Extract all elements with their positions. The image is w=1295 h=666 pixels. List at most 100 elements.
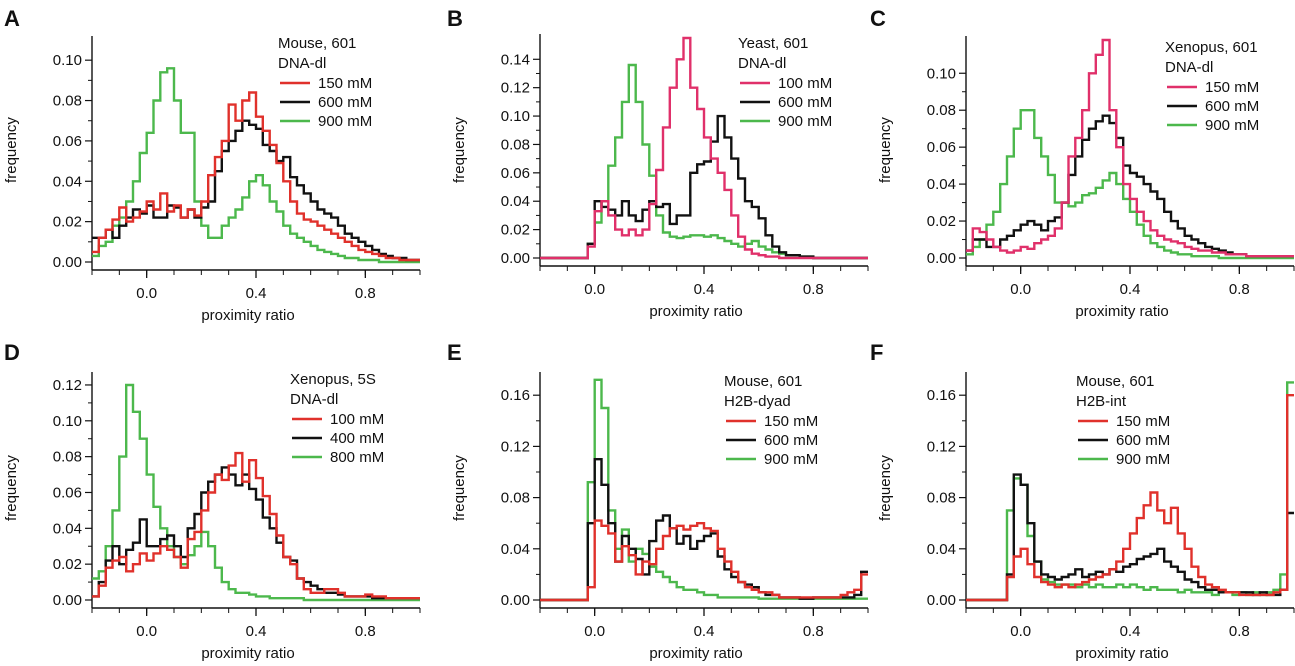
y-axis-label: frequency [877,455,894,521]
series-line-600-mm [92,119,420,262]
panel-letter: B [447,6,463,31]
y-tick-label: 0.08 [501,490,530,507]
series-line-800-mm [92,383,420,602]
axes: 0.00 0.04 0.08 0.12 0.16 0.0 0.4 0.8 [927,372,1295,640]
y-tick-label: 0.08 [53,449,82,466]
x-tick-label: 0.0 [1010,623,1031,640]
legend-subtitle: DNA-dl [278,55,326,72]
series-line-150-mm [540,519,868,602]
y-tick-label: 0.04 [53,173,82,190]
legend-label: 600 mM [764,432,818,449]
y-tick-label: 0.00 [53,254,82,271]
x-tick-label: 0.0 [584,281,605,298]
x-tick-label: 0.8 [355,285,376,302]
x-axis-label: proximity ratio [201,307,294,324]
series-line-100-mm [540,36,868,260]
series-line-600-mm [966,114,1294,258]
x-tick-label: 0.0 [136,285,157,302]
legend: Xenopus, 601 DNA-dl 150 mM 600 mM 900 mM [1165,39,1259,134]
legend-label: 600 mM [1205,98,1259,115]
legend-title: Xenopus, 5S [290,371,376,388]
y-tick-label: 0.02 [53,214,82,231]
series-line-600-mm [540,458,868,602]
legend: Yeast, 601 DNA-dl 100 mM 600 mM 900 mM [738,35,832,130]
legend-title: Mouse, 601 [278,35,356,52]
y-tick-label: 0.08 [927,490,956,507]
panel-f: F 0.00 0.04 0.08 0.12 0.16 0.0 0.4 0.8 proximity … [870,340,1295,662]
axes: 0.00 0.02 0.04 0.06 0.08 0.10 0.0 0.4 0.8 [53,36,421,302]
x-tick-label: 0.8 [355,623,376,640]
panel-letter: D [4,340,20,365]
legend-subtitle: DNA-dl [1165,59,1213,76]
x-tick-label: 0.8 [803,281,824,298]
y-tick-label: 0.06 [53,484,82,501]
legend-label: 100 mM [778,75,832,92]
legend-title: Xenopus, 601 [1165,39,1258,56]
y-tick-label: 0.16 [927,387,956,404]
y-tick-label: 0.06 [501,165,530,182]
y-axis-label: frequency [3,455,20,521]
series-group [92,67,420,264]
legend: Mouse, 601 DNA-dl 150 mM 600 mM 900 mM [278,35,372,130]
series-line-150-mm [966,38,1294,258]
series-group [92,383,420,602]
y-tick-label: 0.10 [53,52,82,69]
panel-letter: E [447,340,462,365]
y-tick-label: 0.00 [501,250,530,267]
series-line-900-mm [966,109,1294,260]
y-tick-label: 0.14 [501,51,530,68]
series-line-400-mm [92,466,420,600]
x-tick-label: 0.4 [1120,281,1141,298]
x-axis-label: proximity ratio [649,303,742,320]
legend: Mouse, 601 H2B-dyad 150 mM 600 mM 900 mM [724,373,818,468]
legend-label: 400 mM [330,430,384,447]
x-tick-label: 0.4 [1120,623,1141,640]
y-axis-label: frequency [451,455,468,521]
y-tick-label: 0.02 [927,213,956,230]
x-tick-label: 0.8 [1229,623,1250,640]
y-tick-label: 0.04 [927,176,956,193]
x-axis-label: proximity ratio [649,645,742,662]
series-line-900-mm [92,67,420,264]
x-tick-label: 0.8 [1229,281,1250,298]
legend-label: 100 mM [330,411,384,428]
y-tick-label: 0.08 [53,93,82,110]
axes: 0.00 0.02 0.04 0.06 0.08 0.10 0.12 0.0 0.4 0.8 [53,372,421,640]
series-line-150-mm [966,394,1294,602]
x-tick-label: 0.0 [584,623,605,640]
legend-label: 900 mM [1205,117,1259,134]
y-tick-label: 0.00 [501,592,530,609]
y-tick-label: 0.04 [501,193,530,210]
series-group [966,38,1294,260]
series-line-100-mm [92,451,420,600]
y-tick-label: 0.08 [501,136,530,153]
legend: Mouse, 601 H2B-int 150 mM 600 mM 900 mM [1076,373,1170,468]
x-tick-label: 0.8 [803,623,824,640]
y-tick-label: 0.10 [927,65,956,82]
panel-letter: C [870,6,886,31]
legend-subtitle: DNA-dl [290,391,338,408]
legend-label: 150 mM [1116,413,1170,430]
x-tick-label: 0.4 [694,623,715,640]
legend-label: 150 mM [764,413,818,430]
y-axis-label: frequency [451,117,468,183]
y-axis-label: frequency [3,117,20,183]
x-axis-label: proximity ratio [1075,645,1168,662]
panel-e: E 0.00 0.04 0.08 0.12 0.16 0.0 0.4 0.8 proximity … [447,340,869,662]
legend-label: 600 mM [318,94,372,111]
panel-b: B0.000.020.040.060.080.100.120.140.0 0.4 0… [447,6,869,320]
series-line-150-mm [92,91,420,262]
legend-subtitle: H2B-dyad [724,393,791,410]
legend-title: Yeast, 601 [738,35,808,52]
x-tick-label: 0.4 [694,281,715,298]
legend-subtitle: H2B-int [1076,393,1127,410]
y-tick-label: 0.12 [927,438,956,455]
y-tick-label: 0.02 [53,556,82,573]
y-axis-label: frequency [877,117,894,183]
y-tick-label: 0.12 [501,80,530,97]
y-tick-label: 0.16 [501,387,530,404]
axes: 0.00 0.04 0.08 0.12 0.16 0.0 0.4 0.8 [501,372,869,640]
y-tick-label: 0.10 [501,108,530,125]
y-tick-label: 0.04 [53,520,82,537]
